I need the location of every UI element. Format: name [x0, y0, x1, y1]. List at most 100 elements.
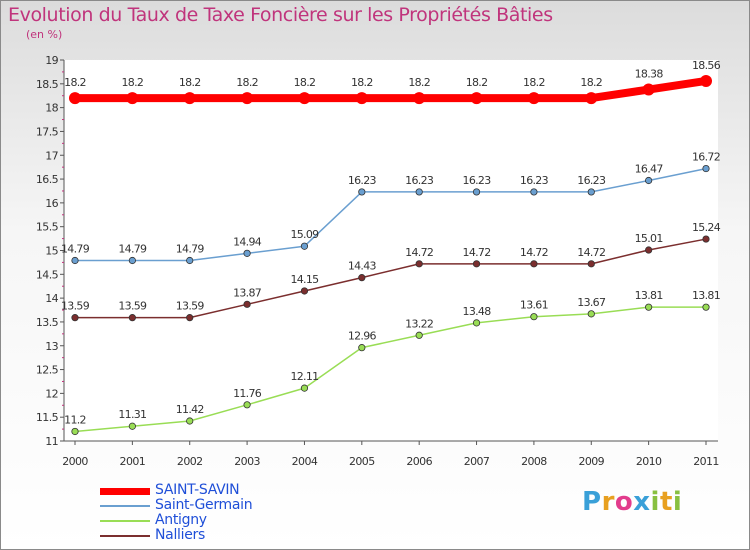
- legend-item: SAINT-SAVIN: [100, 482, 400, 499]
- legend-swatch-saint-germain: [100, 505, 150, 507]
- y-tick-label: 14: [45, 292, 58, 305]
- y-tick-label: 11.5: [36, 411, 59, 424]
- data-point: [243, 401, 251, 409]
- data-label: 13.48: [463, 305, 492, 318]
- data-label: 14.79: [176, 243, 205, 256]
- x-tick-label: 2008: [521, 455, 547, 468]
- data-point: [128, 256, 136, 265]
- data-point: [585, 92, 598, 105]
- data-point: [530, 188, 538, 196]
- y-tick-label: 18.5: [36, 78, 59, 91]
- data-label: 13.67: [577, 296, 606, 309]
- data-point: [128, 422, 136, 430]
- data-label: 18.38: [635, 68, 664, 81]
- series-line-2: [74, 306, 707, 433]
- data-point: [186, 256, 194, 265]
- data-point: [527, 92, 540, 105]
- legend-swatch-nalliers: [100, 535, 150, 537]
- legend-item: Saint-Germain: [100, 497, 400, 514]
- data-point: [298, 92, 311, 105]
- data-point: [587, 310, 595, 318]
- proxiti-logo: Proxiti: [582, 487, 683, 517]
- y-tick-label: 15.5: [36, 221, 59, 234]
- data-label: 11.31: [118, 408, 146, 421]
- data-label: 13.87: [233, 286, 262, 299]
- y-tick-label: 19: [45, 54, 58, 67]
- y-tick-label: 16.5: [36, 173, 59, 186]
- data-point: [128, 314, 136, 322]
- x-tick-label: 2005: [349, 455, 375, 468]
- data-point: [243, 249, 251, 257]
- data-label: 13.22: [405, 317, 433, 330]
- data-point: [186, 314, 194, 322]
- data-point: [300, 384, 309, 392]
- legend-swatch-antigny: [100, 520, 150, 522]
- data-label: 18.2: [466, 76, 488, 89]
- data-label: 18.2: [580, 76, 602, 89]
- data-point: [358, 344, 366, 352]
- data-label: 15.24: [692, 221, 721, 234]
- plot-area: [64, 60, 718, 441]
- data-point: [645, 176, 653, 185]
- data-label: 14.15: [290, 273, 319, 286]
- x-tick-label: 2002: [177, 455, 203, 468]
- y-tick-label: 12.5: [36, 364, 59, 377]
- data-point: [69, 92, 81, 105]
- chart-subtitle: (en %): [26, 28, 63, 41]
- x-tick-label: 2000: [62, 455, 88, 468]
- data-point: [358, 188, 366, 196]
- series-line-3: [74, 238, 707, 319]
- data-label: 16.23: [463, 174, 492, 187]
- data-label: 14.94: [233, 235, 262, 248]
- legend-item: Nalliers: [100, 527, 400, 544]
- data-label: 14.72: [577, 246, 605, 259]
- data-label: 18.2: [236, 76, 258, 89]
- data-label: 18.56: [692, 59, 721, 72]
- data-label: 16.23: [520, 174, 549, 187]
- data-label: 18.2: [294, 76, 316, 89]
- y-tick-label: 13.5: [36, 316, 59, 329]
- data-label: 16.47: [635, 162, 664, 175]
- legend-swatch-saint-savin: [100, 488, 150, 495]
- legend-label: Nalliers: [155, 527, 205, 543]
- data-point: [702, 164, 710, 173]
- legend-item: Antigny: [100, 512, 400, 529]
- data-label: 14.72: [463, 246, 491, 259]
- data-label: 18.2: [64, 76, 86, 89]
- data-point: [241, 92, 254, 105]
- x-tick-label: 2010: [636, 455, 662, 468]
- data-point: [587, 188, 595, 196]
- data-label: 18.2: [408, 76, 430, 89]
- data-point: [530, 313, 538, 321]
- data-label: 13.81: [692, 289, 720, 302]
- data-label: 14.72: [405, 246, 433, 259]
- data-label: 15.09: [290, 228, 319, 241]
- data-label: 18.2: [122, 76, 144, 89]
- data-point: [415, 188, 423, 196]
- data-label: 11.2: [64, 413, 86, 426]
- data-point: [472, 319, 481, 327]
- data-point: [702, 235, 710, 243]
- series-line-0: [71, 76, 710, 103]
- data-point: [71, 314, 79, 322]
- data-point: [645, 246, 653, 254]
- y-tick-label: 14.5: [36, 268, 59, 281]
- data-label: 12.96: [348, 330, 377, 343]
- data-label: 14.79: [118, 243, 147, 256]
- data-label: 13.61: [520, 299, 548, 312]
- data-label: 14.72: [520, 246, 548, 259]
- y-tick-label: 12: [45, 387, 58, 400]
- data-label: 16.23: [405, 174, 434, 187]
- data-point: [243, 300, 251, 308]
- legend-label: Saint-Germain: [155, 497, 253, 513]
- series-line-1: [74, 167, 707, 262]
- data-point: [413, 92, 426, 105]
- x-tick-label: 2011: [693, 455, 719, 468]
- data-point: [472, 260, 481, 268]
- y-tick-label: 18: [45, 102, 58, 115]
- legend-label: Antigny: [155, 512, 207, 528]
- data-point: [642, 83, 655, 96]
- data-label: 16.72: [692, 151, 720, 164]
- legend-label: SAINT-SAVIN: [155, 482, 240, 498]
